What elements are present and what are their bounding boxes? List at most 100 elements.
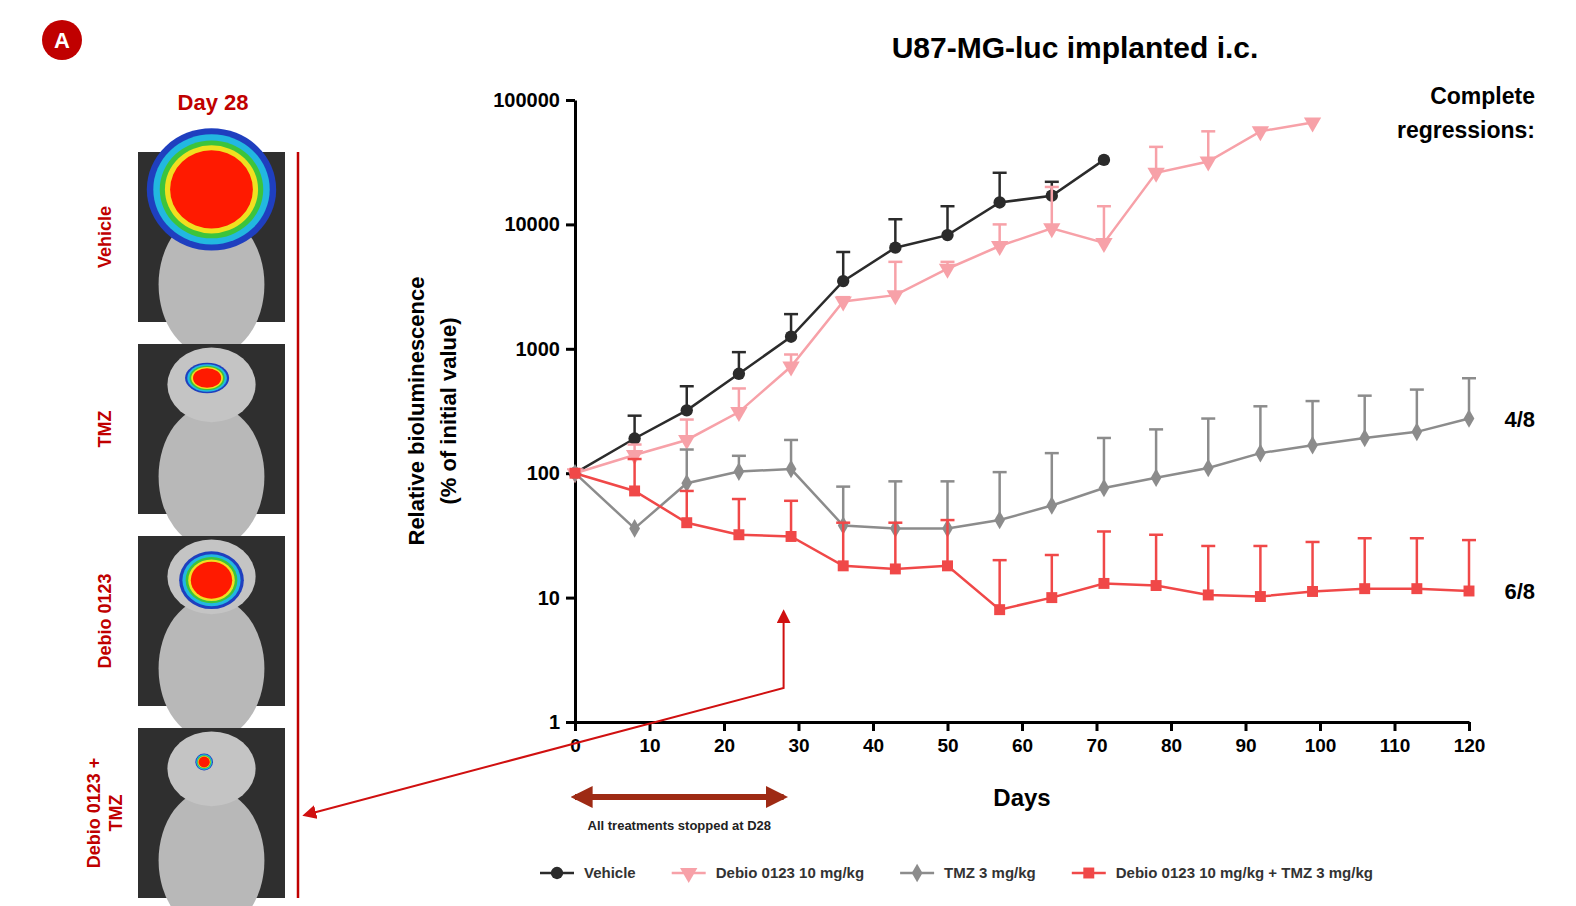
x-tick: 100 xyxy=(1305,722,1337,756)
signal-blob xyxy=(189,366,224,390)
x-tick-label: 50 xyxy=(937,735,958,756)
plot-area xyxy=(567,117,1476,615)
y-tick-label: 1 xyxy=(549,711,560,733)
signal-blob xyxy=(197,755,211,769)
signal-blob xyxy=(196,754,212,769)
error-cap xyxy=(680,418,694,421)
y-tick-mark xyxy=(566,99,575,102)
point xyxy=(939,264,956,279)
error-cap xyxy=(888,218,902,221)
y-tick-mark xyxy=(566,348,575,351)
series-line xyxy=(575,160,1104,473)
error-bar xyxy=(1045,187,1059,228)
error-stem xyxy=(1051,555,1054,598)
y-tick-label: 100000 xyxy=(493,89,560,111)
annotation-arrow xyxy=(575,794,784,800)
point xyxy=(1255,591,1266,602)
legend-marker xyxy=(680,868,697,883)
y-tick-label: 10000 xyxy=(504,213,560,235)
point xyxy=(734,462,745,481)
mouse-body xyxy=(159,597,265,740)
error-cap xyxy=(993,471,1007,474)
point xyxy=(1151,580,1162,591)
point xyxy=(1252,126,1269,141)
error-bar xyxy=(1358,538,1372,588)
x-tick: 90 xyxy=(1235,722,1256,756)
signal-blob xyxy=(165,145,258,233)
point xyxy=(782,362,799,377)
signal-blob xyxy=(188,559,235,601)
point xyxy=(1200,157,1217,172)
error-cap xyxy=(993,559,1007,562)
x-tick-label: 90 xyxy=(1235,735,1256,756)
x-tick: 60 xyxy=(1012,722,1033,756)
point xyxy=(1464,586,1475,597)
signal-blob xyxy=(186,557,238,603)
x-tick-mark xyxy=(1096,722,1099,731)
error-cap xyxy=(1097,437,1111,440)
point xyxy=(569,467,581,479)
legend-label: TMZ 3 mg/kg xyxy=(944,864,1036,881)
legend-item: Debio 0123 10 mg/kg + TMZ 3 mg/kg xyxy=(1072,864,1373,881)
y-tick-mark xyxy=(566,721,575,724)
mouse-image xyxy=(138,728,285,906)
y-axis: 110100100010000100000 xyxy=(493,89,575,733)
mouse-body xyxy=(159,789,265,906)
legend-label: Vehicle xyxy=(584,864,636,881)
point xyxy=(835,296,852,311)
point xyxy=(1464,409,1475,428)
error-cap xyxy=(941,480,955,483)
image-panel-title: Day 28 xyxy=(178,90,249,115)
error-bar xyxy=(1097,531,1111,583)
point xyxy=(941,229,953,241)
error-stem xyxy=(1416,538,1419,588)
panel-divider xyxy=(297,152,300,898)
y-tick: 10000 xyxy=(504,213,575,235)
series-line xyxy=(575,122,1313,473)
point xyxy=(733,368,745,380)
error-bar xyxy=(1253,546,1267,597)
x-tick-label: 80 xyxy=(1161,735,1182,756)
error-stem xyxy=(1311,542,1314,592)
error-cap xyxy=(1358,537,1372,540)
error-cap xyxy=(628,443,642,446)
point xyxy=(1359,583,1370,594)
y-tick: 1 xyxy=(549,711,575,733)
side-note-label: 6/8 xyxy=(1504,579,1535,604)
error-cap xyxy=(680,448,694,451)
point xyxy=(994,511,1005,530)
error-cap xyxy=(1045,554,1059,557)
x-tick: 0 xyxy=(570,722,581,756)
legend-marker xyxy=(1083,868,1094,879)
mouse-head xyxy=(167,731,255,806)
panel-letter: A xyxy=(54,28,70,53)
error-cap xyxy=(784,500,798,503)
error-stem xyxy=(1103,206,1106,243)
point xyxy=(991,241,1008,256)
legend-label: Debio 0123 10 mg/kg xyxy=(716,864,864,881)
error-cap xyxy=(1253,405,1267,408)
error-cap xyxy=(941,205,955,208)
x-tick-label: 20 xyxy=(714,735,735,756)
point xyxy=(1046,496,1057,515)
error-cap xyxy=(1306,541,1320,544)
error-cap xyxy=(1358,394,1372,397)
error-stem xyxy=(1103,531,1106,583)
signal-blob xyxy=(187,364,227,392)
x-tick-mark xyxy=(1170,722,1173,731)
point xyxy=(1043,223,1060,238)
error-bar xyxy=(941,520,955,566)
point xyxy=(570,464,581,483)
point xyxy=(993,196,1005,208)
error-bar xyxy=(1149,535,1163,586)
point xyxy=(887,290,904,305)
legend-item: Vehicle xyxy=(540,864,636,881)
signal-blob xyxy=(185,363,229,394)
mouse-head xyxy=(167,347,255,422)
point xyxy=(1203,589,1214,600)
panel-badge xyxy=(42,20,82,60)
point xyxy=(785,331,797,343)
point xyxy=(838,560,849,571)
error-bar xyxy=(1462,540,1476,591)
point xyxy=(1046,592,1057,603)
